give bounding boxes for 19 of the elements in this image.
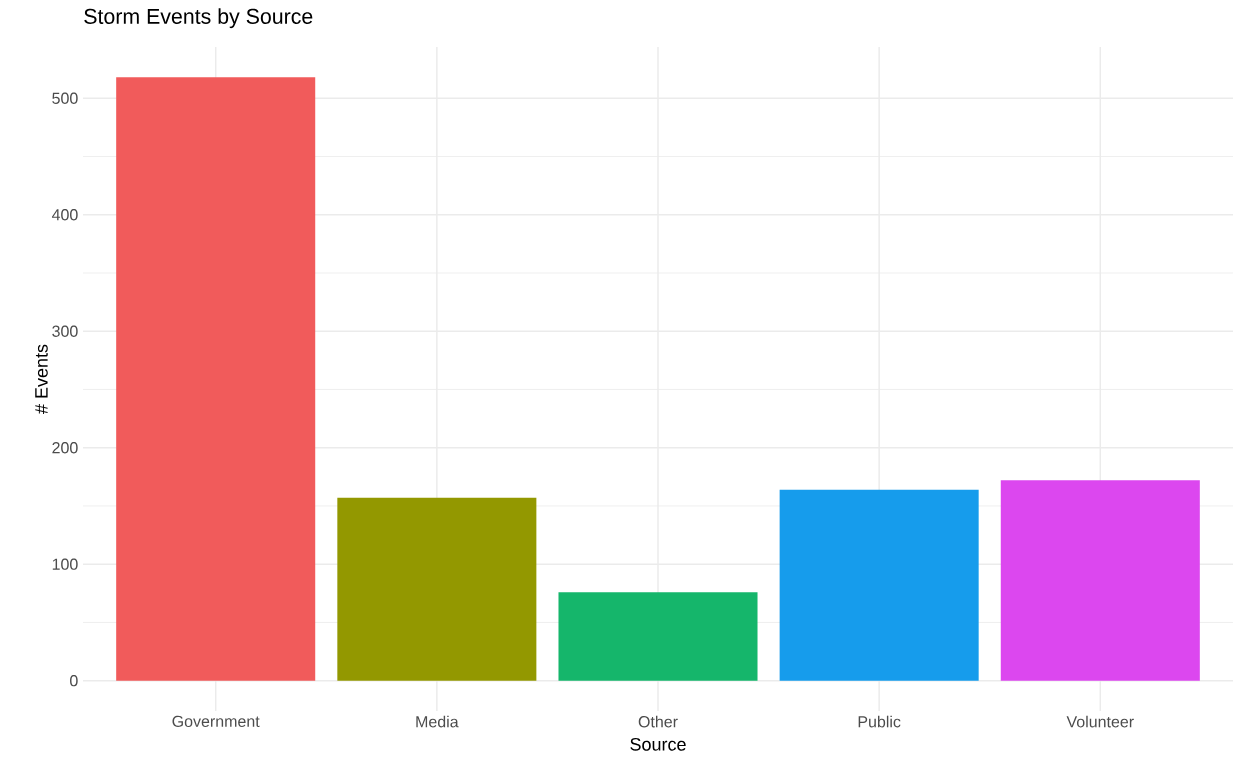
bar	[116, 77, 316, 681]
y-tick-label: 0	[70, 675, 78, 687]
y-tick-label: 300	[52, 325, 78, 337]
y-tick-label: 400	[51, 209, 78, 221]
y-tick-label: 500	[52, 92, 78, 104]
chart-title: Storm Events by Source	[84, 8, 313, 29]
bar	[1000, 480, 1200, 681]
x-tick-label: Media	[416, 715, 459, 728]
x-tick-label: Public	[858, 715, 901, 728]
x-axis-title: Source	[630, 737, 686, 751]
x-tick-label: Government	[172, 715, 260, 728]
bar	[779, 489, 979, 681]
bar	[558, 592, 758, 681]
x-tick-label: Other	[638, 715, 678, 728]
x-tick-label: Volunteer	[1066, 715, 1134, 728]
bar	[337, 497, 537, 681]
y-axis-title: # Events	[35, 344, 48, 414]
y-tick-label: 100	[52, 558, 78, 570]
y-tick-label: 200	[52, 442, 78, 454]
